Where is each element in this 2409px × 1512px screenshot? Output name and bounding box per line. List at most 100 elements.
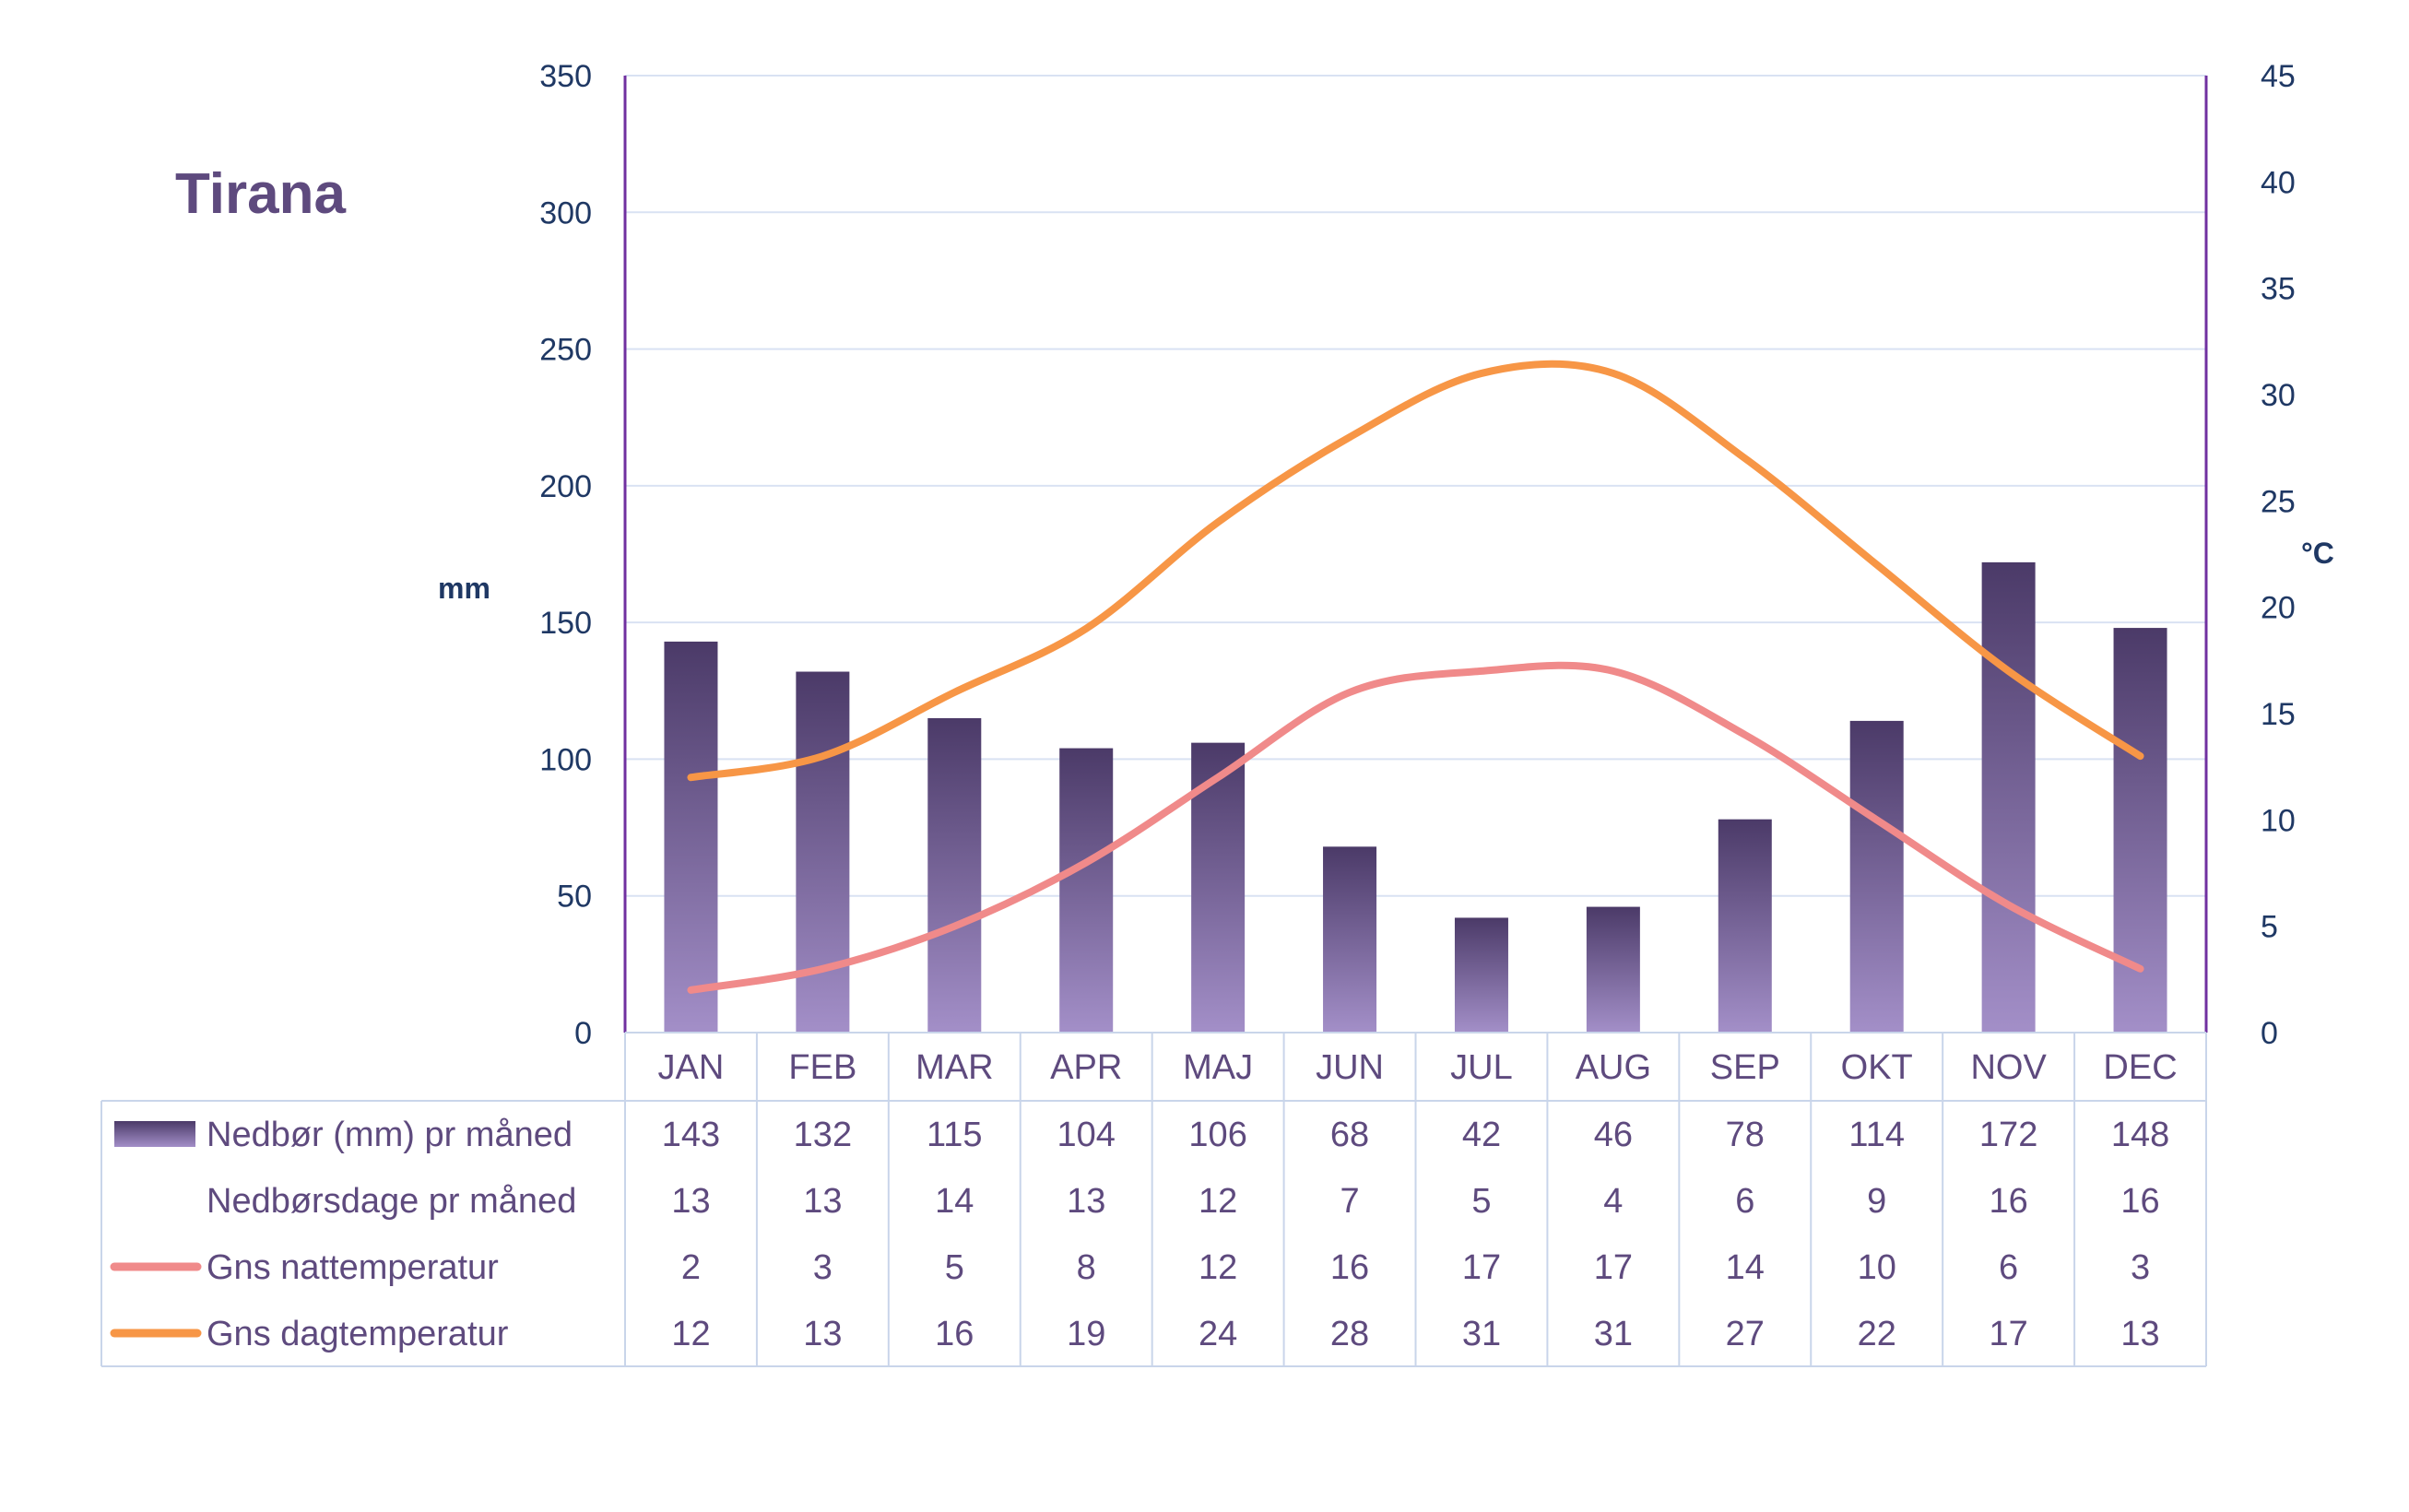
night-temp-line (687, 661, 2144, 994)
category-label: JUN (1316, 1048, 1384, 1087)
data-value-label: 31 (1462, 1315, 1501, 1353)
right-tick-label: 25 (2261, 484, 2296, 519)
left-tick-label: 0 (574, 1016, 592, 1051)
right-tick-label: 15 (2261, 697, 2296, 732)
data-value-label: 3 (813, 1248, 833, 1287)
right-tick-label: 0 (2261, 1016, 2278, 1051)
category-label: SEP (1710, 1048, 1780, 1087)
data-value-label: 5 (945, 1248, 964, 1287)
left-axis-unit: mm (438, 572, 490, 605)
precip-bar (664, 641, 718, 1033)
series-name-label: Gns dagtemperatur (207, 1315, 509, 1353)
precip-bar (796, 671, 850, 1033)
data-value-label: 17 (1462, 1248, 1501, 1287)
right-tick-label: 5 (2261, 910, 2278, 945)
data-value-label: 148 (2111, 1116, 2169, 1154)
data-value-label: 114 (1848, 1116, 1905, 1154)
temperature-lines (687, 360, 2144, 994)
precip-bar (1849, 720, 1904, 1033)
data-value-label: 17 (1989, 1315, 2027, 1353)
right-tick-label: 10 (2261, 803, 2296, 838)
data-value-label: 16 (935, 1315, 974, 1353)
chart-title: Tirana (175, 162, 346, 226)
data-value-label: 31 (1594, 1315, 1633, 1353)
axes: 0 50 100 150 200 250 300 350 0 5 10 15 20 25 30 35 40 45 (539, 59, 2296, 1051)
data-value-label: 14 (935, 1182, 974, 1221)
right-tick-label: 20 (2261, 591, 2296, 626)
data-value-label: 9 (1867, 1182, 1886, 1221)
data-value-label: 19 (1067, 1315, 1105, 1353)
data-value-label: 132 (794, 1116, 852, 1154)
data-value-label: 17 (1594, 1248, 1633, 1287)
grid-lines (625, 75, 2206, 897)
data-value-label: 12 (1199, 1182, 1237, 1221)
data-value-label: 4 (1603, 1182, 1623, 1221)
data-value-label: 3 (2131, 1248, 2150, 1287)
left-tick-label: 350 (539, 59, 592, 94)
precip-bar (1981, 561, 2036, 1033)
precip-bar (1586, 906, 1640, 1033)
series-name-label: Nedbørsdage pr måned (207, 1182, 576, 1221)
left-tick-label: 300 (539, 195, 592, 230)
category-label: MAR (915, 1048, 993, 1087)
data-value-label: 13 (803, 1315, 842, 1353)
category-label: DEC (2103, 1048, 2177, 1087)
data-value-label: 6 (1735, 1182, 1754, 1221)
data-value-label: 22 (1858, 1315, 1896, 1353)
data-value-label: 13 (2120, 1315, 2159, 1353)
data-value-label: 106 (1188, 1116, 1246, 1154)
right-tick-label: 35 (2261, 272, 2296, 307)
data-value-label: 2 (681, 1248, 701, 1287)
category-label: NOV (1970, 1048, 2047, 1087)
data-value-label: 13 (671, 1182, 710, 1221)
data-value-label: 7 (1340, 1182, 1359, 1221)
day-temp-line (687, 360, 2144, 782)
category-label: JAN (658, 1048, 725, 1087)
data-value-label: 68 (1330, 1116, 1369, 1154)
data-value-label: 6 (1999, 1248, 2018, 1287)
data-value-label: 78 (1726, 1116, 1765, 1154)
data-value-label: 13 (1067, 1182, 1105, 1221)
precip-bar (1323, 846, 1377, 1033)
category-label: OKT (1841, 1048, 1913, 1087)
data-value-label: 12 (1199, 1248, 1237, 1287)
data-value-label: 16 (1330, 1248, 1369, 1287)
data-value-label: 104 (1057, 1116, 1116, 1154)
data-value-label: 24 (1199, 1315, 1237, 1353)
data-value-label: 12 (671, 1315, 710, 1353)
data-value-label: 5 (1471, 1182, 1491, 1221)
right-tick-label: 40 (2261, 165, 2296, 200)
data-value-label: 27 (1726, 1315, 1765, 1353)
data-value-label: 46 (1594, 1116, 1633, 1154)
data-value-label: 115 (927, 1116, 983, 1154)
series-name-label: Nedbør (mm) pr måned (207, 1116, 573, 1154)
left-tick-label: 200 (539, 469, 592, 504)
left-tick-label: 50 (557, 880, 592, 915)
right-axis-unit: °C (2301, 537, 2334, 570)
precip-bar (927, 717, 982, 1033)
data-table: JAN FEB MAR APR MAJ JUN JUL AUG SEP OKT NOV DEC Nedb… (100, 1032, 2207, 1367)
data-value-label: 28 (1330, 1315, 1369, 1353)
category-label: JUL (1450, 1048, 1513, 1087)
data-value-label: 143 (662, 1116, 720, 1154)
category-label: AUG (1576, 1048, 1651, 1087)
data-value-label: 10 (1858, 1248, 1896, 1287)
category-label: APR (1050, 1048, 1122, 1087)
series-name-label: Gns nattemperatur (207, 1248, 499, 1287)
category-label: FEB (788, 1048, 856, 1087)
right-tick-label: 45 (2261, 59, 2296, 94)
precip-bar (1454, 917, 1508, 1033)
precip-bars (664, 561, 2167, 1033)
data-value-label: 14 (1726, 1248, 1765, 1287)
left-tick-label: 250 (539, 333, 592, 368)
data-value-label: 13 (803, 1182, 842, 1221)
data-value-label: 16 (2120, 1182, 2159, 1221)
right-tick-label: 30 (2261, 378, 2296, 413)
left-tick-label: 100 (539, 742, 592, 777)
data-value-label: 172 (1979, 1116, 2037, 1154)
legend-swatch-precip (114, 1121, 195, 1147)
precip-bar (1059, 748, 1114, 1033)
data-value-label: 8 (1077, 1248, 1096, 1287)
data-value-label: 42 (1462, 1116, 1501, 1154)
